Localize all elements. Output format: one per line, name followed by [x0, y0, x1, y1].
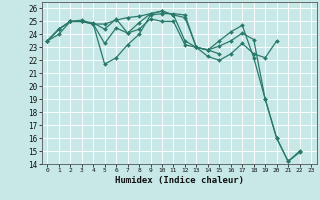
X-axis label: Humidex (Indice chaleur): Humidex (Indice chaleur): [115, 176, 244, 185]
